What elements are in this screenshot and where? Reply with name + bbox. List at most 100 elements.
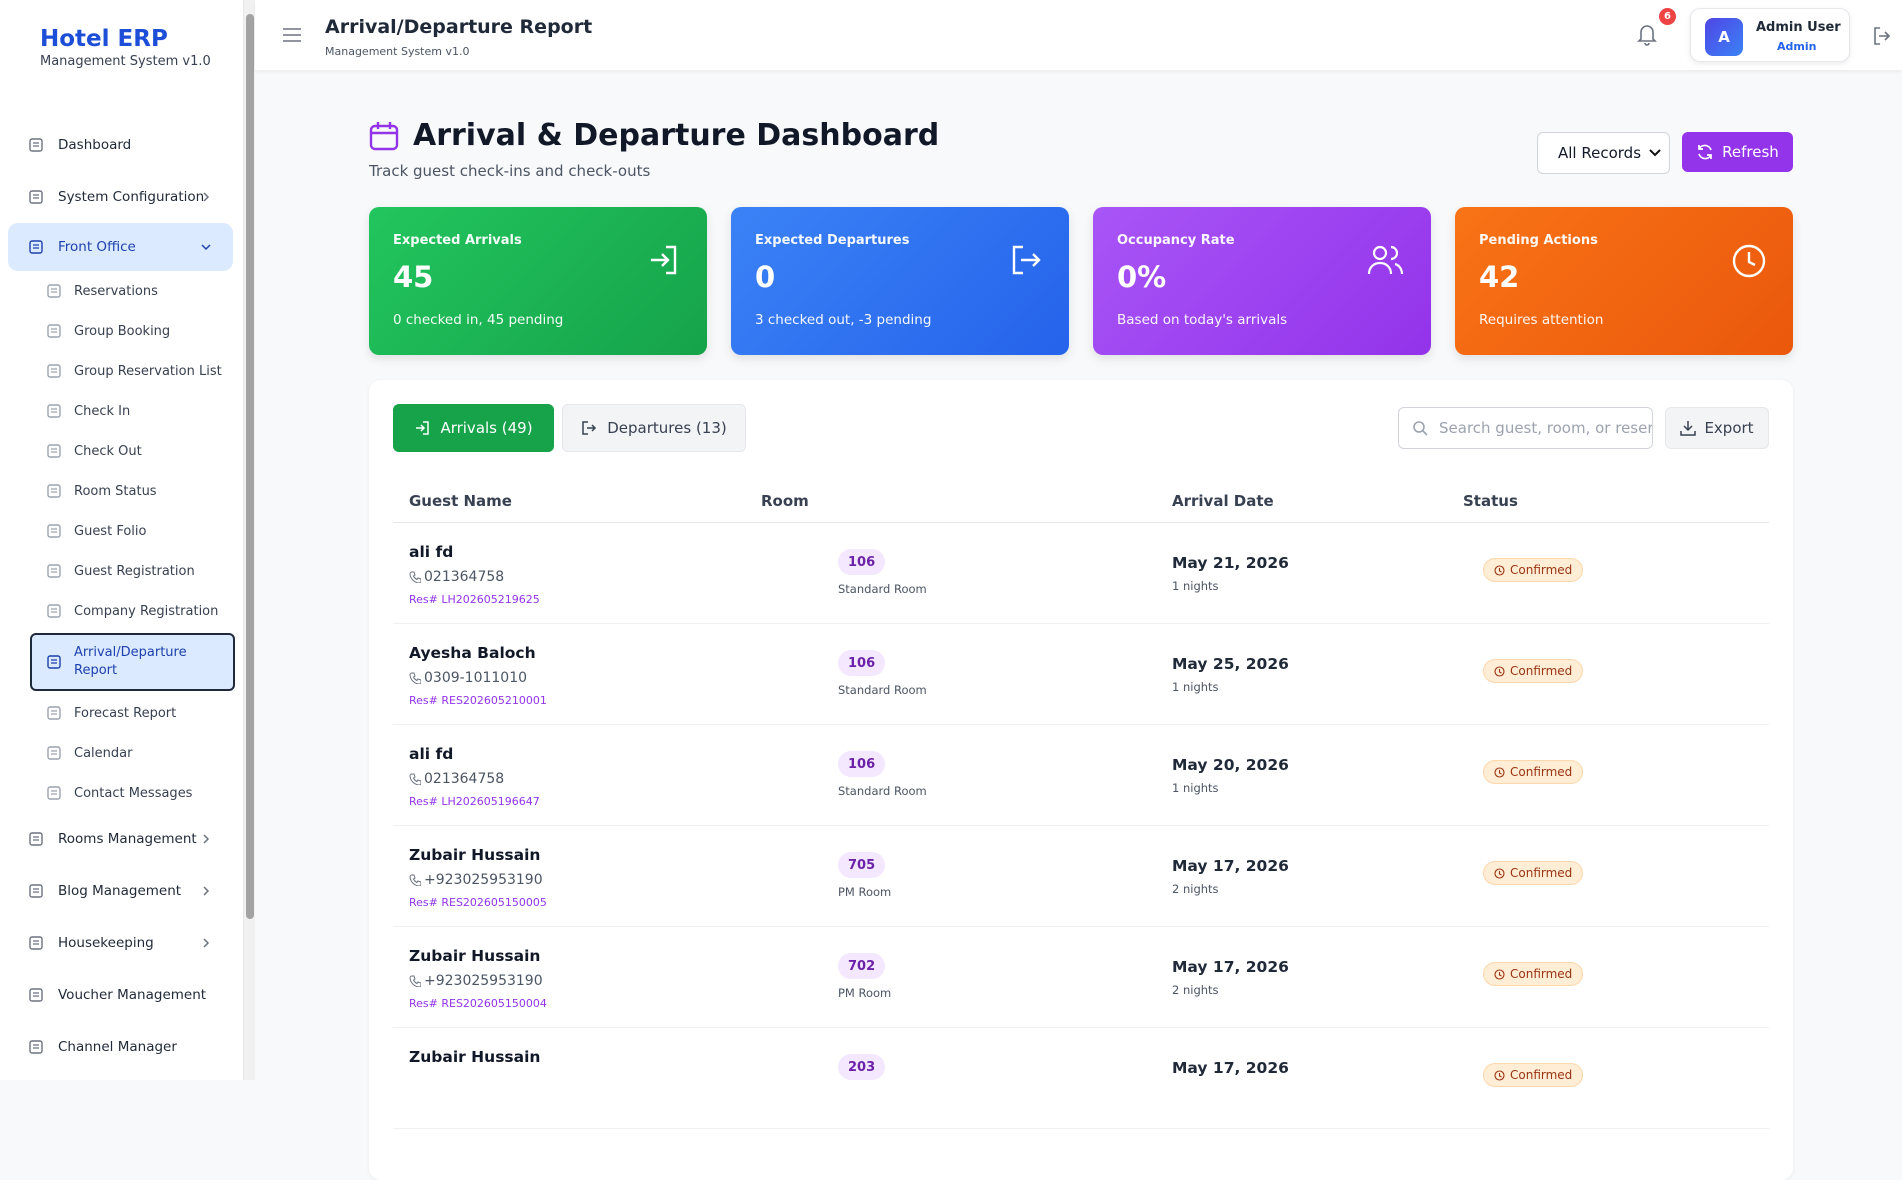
brand[interactable]: Hotel ERP bbox=[40, 26, 168, 52]
table-body: ali fd 021364758 Res# LH202605219625 106 Sta… bbox=[393, 523, 1769, 1129]
table-row[interactable]: ali fd 021364758 Res# LH202605196647 106 Sta… bbox=[393, 725, 1769, 826]
page-title-row: Arrival & Departure Dashboard bbox=[369, 118, 939, 153]
menu-item[interactable]: Rooms Management bbox=[0, 813, 243, 865]
nights: 1 nights bbox=[1172, 781, 1219, 795]
arrival-date: May 17, 2026 bbox=[1172, 1059, 1289, 1077]
chevron bbox=[203, 886, 210, 896]
submenu-item[interactable]: Group Booking bbox=[0, 311, 243, 351]
avatar: A bbox=[1705, 18, 1743, 56]
refresh-button[interactable]: Refresh bbox=[1682, 132, 1793, 172]
status-label: Confirmed bbox=[1510, 1068, 1573, 1082]
user-role: Admin bbox=[1777, 40, 1817, 53]
calendar-icon bbox=[369, 121, 399, 150]
reservation-number: Res# LH202605196647 bbox=[409, 795, 540, 808]
menu-item[interactable]: Housekeeping bbox=[0, 917, 243, 969]
stat-icon bbox=[1367, 245, 1404, 275]
submenu-item[interactable]: Forecast Report bbox=[0, 693, 243, 733]
export-button[interactable]: Export bbox=[1665, 407, 1769, 449]
arrival-date: May 17, 2026 bbox=[1172, 857, 1289, 875]
status-icon bbox=[1494, 1069, 1505, 1081]
menu: Dashboard System Configuration Front Offic… bbox=[0, 119, 243, 1073]
phone-icon bbox=[409, 874, 421, 886]
tab-label: Departures (13) bbox=[607, 419, 727, 437]
page-title: Arrival & Departure Dashboard bbox=[413, 118, 940, 153]
submenu-item[interactable]: Guest Folio bbox=[0, 511, 243, 551]
stat-cards: Expected Arrivals 45 0 checked in, 45 pend… bbox=[369, 207, 1793, 355]
menu-icon bbox=[29, 138, 43, 152]
submenu-item[interactable]: Room Status bbox=[0, 471, 243, 511]
submenu-label: Contact Messages bbox=[74, 785, 193, 801]
submenu-item[interactable]: Guest Registration bbox=[0, 551, 243, 591]
submenu-icon bbox=[47, 655, 61, 669]
phone-icon bbox=[409, 672, 421, 684]
notification-count: 6 bbox=[1659, 8, 1676, 25]
notification-bell[interactable] bbox=[1636, 22, 1658, 46]
status-icon bbox=[1494, 766, 1505, 778]
submenu-item[interactable]: Company Registration bbox=[0, 591, 243, 631]
column-header: Room bbox=[761, 492, 809, 510]
submenu-item[interactable]: Arrival/Departure Report bbox=[30, 633, 235, 691]
submenu-icon bbox=[47, 564, 61, 578]
menu-label: Channel Manager bbox=[58, 1039, 177, 1055]
arrivals-tab[interactable]: Arrivals (49) bbox=[393, 404, 554, 452]
table-row[interactable]: Zubair Hussain +923025953190 Res# RES20260… bbox=[393, 927, 1769, 1028]
submenu-icon bbox=[47, 364, 61, 378]
menu-icon bbox=[29, 240, 43, 254]
tab-icon bbox=[416, 421, 430, 435]
guest-name: Ayesha Baloch bbox=[409, 644, 536, 662]
menu-icon bbox=[29, 832, 43, 846]
stat-card: Expected Departures 0 3 checked out, -3 pe… bbox=[731, 207, 1069, 355]
top-bar: Arrival/Departure Report Management Syst… bbox=[255, 0, 1902, 70]
submenu-icon bbox=[47, 786, 61, 800]
menu-item[interactable]: Voucher Management bbox=[0, 969, 243, 1021]
column-header: Status bbox=[1463, 492, 1518, 510]
status-label: Confirmed bbox=[1510, 765, 1573, 779]
submenu-item[interactable]: Reservations bbox=[0, 271, 243, 311]
menu-item[interactable]: Front Office bbox=[8, 223, 233, 271]
logout[interactable] bbox=[1872, 26, 1892, 46]
search-box[interactable]: Search guest, room, or reser bbox=[1398, 407, 1653, 449]
table-row[interactable]: Ayesha Baloch 0309-1011010 Res# RES2026052… bbox=[393, 624, 1769, 725]
export-icon bbox=[1680, 421, 1697, 436]
submenu-item[interactable]: Calendar bbox=[0, 733, 243, 773]
submenu-icon bbox=[47, 484, 61, 498]
submenu-item[interactable]: Contact Messages bbox=[0, 773, 243, 813]
menu-item[interactable]: Channel Manager bbox=[0, 1021, 243, 1073]
user-menu[interactable]: A Admin User Admin bbox=[1690, 8, 1850, 62]
scroll-thumb[interactable] bbox=[246, 14, 254, 919]
submenu-label: Company Registration bbox=[74, 603, 219, 619]
records-filter[interactable]: All Records bbox=[1537, 132, 1670, 174]
brand-version: Management System v1.0 bbox=[40, 54, 211, 69]
report-panel: Arrivals (49) Departures (13) Search gue… bbox=[369, 380, 1793, 1180]
submenu-icon bbox=[47, 746, 61, 760]
chevron bbox=[203, 938, 210, 948]
submenu-label: Forecast Report bbox=[74, 705, 177, 721]
menu-item[interactable]: System Configuration bbox=[0, 171, 243, 223]
phone-number: 0309-1011010 bbox=[424, 670, 528, 686]
menu-item[interactable]: Blog Management bbox=[0, 865, 243, 917]
submenu-item[interactable]: Group Reservation List bbox=[0, 351, 243, 391]
user-name: Admin User bbox=[1756, 20, 1841, 35]
phone-number: +923025953190 bbox=[424, 872, 543, 888]
table-row[interactable]: Zubair Hussain 203 May 17, 2026 Confirmed bbox=[393, 1028, 1769, 1129]
room-badge: 106 bbox=[838, 751, 886, 777]
stat-value: 42 bbox=[1479, 260, 1520, 294]
table-row[interactable]: Zubair Hussain +923025953190 Res# RES20260… bbox=[393, 826, 1769, 927]
table-row[interactable]: ali fd 021364758 Res# LH202605219625 106 Sta… bbox=[393, 523, 1769, 624]
submenu-item[interactable]: Check Out bbox=[0, 431, 243, 471]
stat-label: Pending Actions bbox=[1479, 233, 1598, 248]
room-type: PM Room bbox=[838, 885, 892, 899]
menu-toggle[interactable] bbox=[282, 27, 302, 43]
room-type: Standard Room bbox=[838, 683, 927, 697]
departures-tab[interactable]: Departures (13) bbox=[562, 404, 746, 452]
menu-item[interactable]: Dashboard bbox=[0, 119, 243, 171]
submenu-item[interactable]: Check In bbox=[0, 391, 243, 431]
scrollbar[interactable] bbox=[243, 0, 255, 1080]
submenu-icon bbox=[47, 444, 61, 458]
stat-card: Pending Actions 42 Requires attention bbox=[1455, 207, 1793, 355]
room-badge: 106 bbox=[838, 549, 886, 575]
menu-label: Dashboard bbox=[58, 137, 132, 153]
room-type: Standard Room bbox=[838, 582, 927, 596]
chevron bbox=[203, 834, 210, 844]
stat-value: 0 bbox=[755, 260, 776, 294]
